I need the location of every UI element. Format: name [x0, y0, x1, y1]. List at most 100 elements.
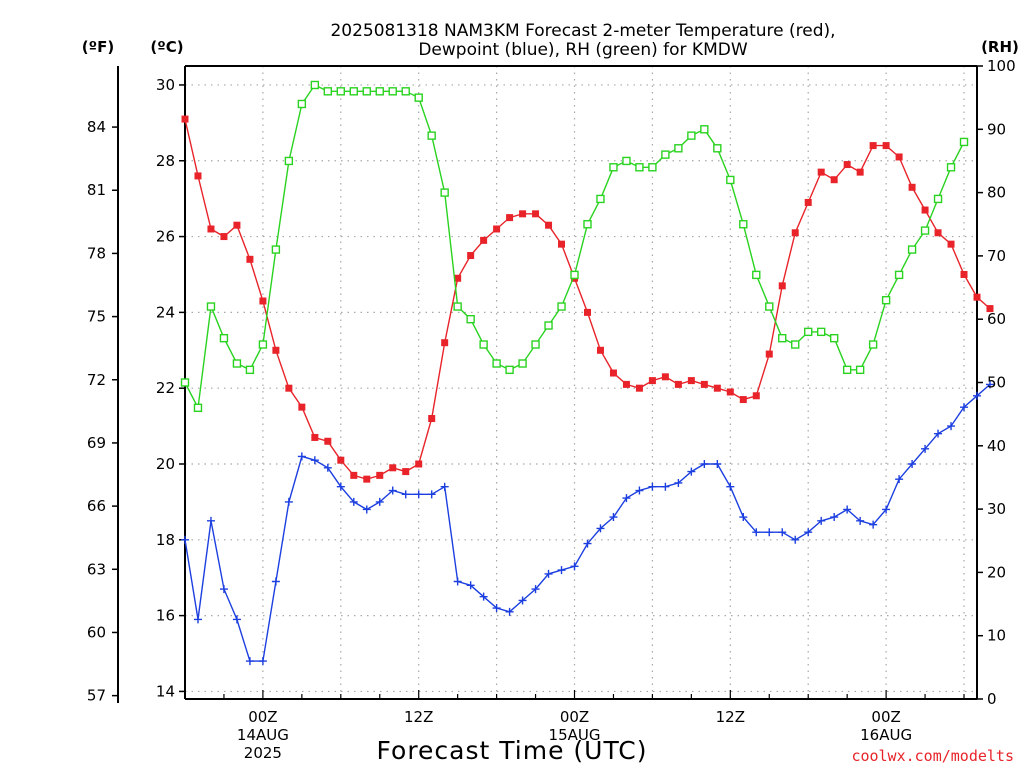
dewpoint-point [206, 516, 215, 525]
grid-lines [185, 66, 977, 699]
rh-point [726, 175, 735, 185]
temperature-point [700, 380, 708, 388]
rh-tick-label: 60 [987, 310, 1006, 328]
temperature-point [622, 380, 630, 388]
celsius-axis-unit: (ºC) [150, 38, 183, 56]
tick-labels: 14 16 18 20 22 24 26 28 30 57 60 63 66 69 72 75 78 81 84 0 1… [87, 57, 1016, 762]
temperature-point [960, 270, 968, 278]
dewpoint-point [804, 528, 813, 537]
dewpoint-point [284, 497, 293, 506]
temperature-point [596, 346, 604, 354]
rh-tick-label: 50 [987, 374, 1006, 392]
rh-point [907, 245, 917, 254]
x-tick-label: 12Z [716, 708, 745, 726]
temperature-point [804, 198, 812, 206]
celsius-tick-label: 30 [156, 76, 175, 94]
rh-point [583, 220, 592, 229]
rh-point [635, 163, 644, 172]
temperature-point [558, 240, 566, 248]
rh-point [829, 333, 839, 343]
celsius-tick-label: 24 [156, 303, 175, 321]
rh-point [245, 365, 255, 375]
temperature-point [726, 388, 734, 396]
temperature-series-line [184, 118, 991, 480]
rh-point [271, 245, 281, 254]
x-tick-label: 14AUG [237, 726, 289, 744]
rh-point [414, 93, 423, 102]
rh-point [557, 302, 566, 311]
dewpoint-point [752, 528, 761, 537]
temperature-point [311, 433, 319, 441]
dewpoint-point [310, 456, 319, 465]
dewpoint-point [492, 604, 501, 613]
dewpoint-point [479, 592, 488, 601]
dewpoint-point [921, 444, 930, 453]
temperature-point [428, 415, 436, 423]
credit-text: coolwx.com/modelts [851, 747, 1014, 765]
dewpoint-point [817, 516, 826, 525]
rh-point [959, 137, 969, 147]
rh-point [479, 340, 488, 349]
rh-tick-label: 40 [987, 437, 1006, 455]
dewpoint-point [362, 505, 371, 514]
dewpoint-point [661, 482, 670, 491]
rh-point [881, 296, 891, 305]
dewpoint-point [856, 516, 865, 525]
temperature-point [454, 274, 462, 282]
dewpoint-point [388, 486, 397, 495]
dewpoint-point [531, 585, 540, 594]
rh-point [570, 270, 579, 280]
celsius-tick-label: 18 [156, 531, 175, 549]
rh-point [648, 163, 657, 172]
rh-point [492, 359, 501, 368]
fahrenheit-tick-label: 69 [87, 434, 106, 452]
x-tick-label: 15AUG [549, 726, 601, 744]
rh-point [791, 340, 800, 349]
dewpoint-point [960, 403, 969, 412]
temperature-point [272, 346, 280, 354]
dewpoint-point [466, 581, 475, 590]
temperature-point [259, 297, 267, 305]
x-tick-label: 00Z [248, 708, 277, 726]
dewpoint-point [700, 459, 709, 468]
rh-point [778, 333, 787, 343]
rh-point [336, 87, 346, 96]
rh-point [362, 87, 371, 96]
celsius-tick-label: 20 [156, 455, 175, 473]
dewpoint-point [635, 486, 644, 495]
temperature-point [519, 210, 527, 218]
rh-point [453, 302, 462, 311]
dewpoint-point [414, 490, 423, 499]
data-series [180, 80, 994, 666]
chart-title-line-2: Dewpoint (blue), RH (green) for KMDW [418, 40, 747, 60]
x-tick-label: 00Z [560, 708, 589, 726]
dewpoint-point [674, 478, 683, 487]
rh-point [622, 156, 631, 166]
rh-tick-label: 0 [987, 690, 997, 708]
dewpoint-point [973, 391, 981, 400]
fahrenheit-tick-label: 72 [87, 371, 106, 389]
rh-point [193, 403, 203, 413]
rh-point [232, 359, 242, 368]
dewpoint-point [258, 657, 267, 666]
chart-axes [112, 65, 983, 703]
temperature-point [973, 293, 981, 301]
dewpoint-point [622, 494, 631, 503]
rh-point [466, 315, 475, 324]
dewpoint-point [739, 513, 748, 522]
dewpoint-point [297, 452, 306, 461]
rh-point [765, 302, 774, 311]
celsius-tick-label: 14 [156, 682, 175, 700]
temperature-point [752, 392, 760, 400]
rh-tick-label: 70 [987, 247, 1006, 265]
rh-point [933, 194, 943, 204]
temperature-point [233, 221, 241, 229]
x-axis-label: Forecast Time (UTC) [377, 736, 648, 765]
temperature-point [908, 183, 916, 191]
temperature-point [181, 115, 189, 123]
rh-point [752, 270, 761, 280]
dewpoint-point [323, 463, 332, 472]
rh-point [401, 87, 410, 96]
dewpoint-point [609, 513, 618, 522]
